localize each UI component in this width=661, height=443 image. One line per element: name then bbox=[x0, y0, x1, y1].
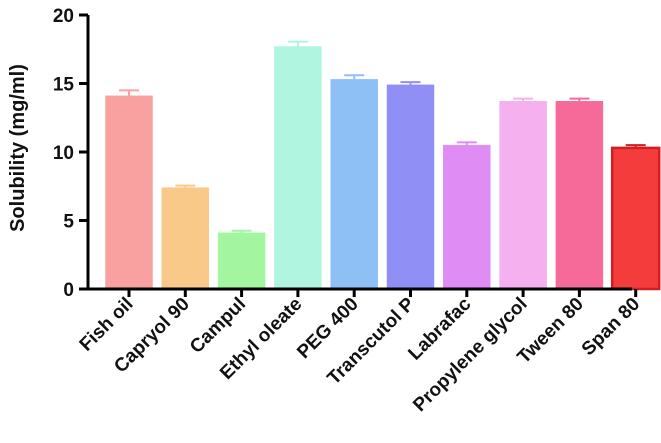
bar-campul bbox=[217, 232, 266, 290]
error-bar bbox=[344, 74, 365, 80]
bar-span-80 bbox=[610, 146, 661, 291]
error-bar bbox=[287, 40, 308, 47]
error-bar bbox=[625, 144, 646, 148]
y-tick-label: 10 bbox=[53, 143, 74, 164]
error-bar bbox=[400, 81, 421, 85]
y-tick-label: 5 bbox=[63, 212, 74, 233]
bar-propylene-glycol bbox=[499, 101, 547, 290]
bar-tween-80 bbox=[555, 101, 604, 290]
bar-labrafac bbox=[443, 144, 491, 290]
error-bar bbox=[175, 184, 196, 188]
error-bar bbox=[456, 141, 477, 146]
x-category-label: Span 80 bbox=[578, 294, 644, 360]
y-axis-title: Solubility (mg/ml) bbox=[7, 64, 29, 232]
y-tick-label: 20 bbox=[53, 6, 74, 27]
y-tick-label: 15 bbox=[53, 75, 75, 96]
y-axis: 0 5 10 15 20 bbox=[53, 6, 90, 301]
error-bar bbox=[231, 229, 252, 233]
bar-ethyl-oleate bbox=[274, 46, 322, 290]
bar-fish-oil bbox=[105, 95, 153, 290]
error-bar bbox=[119, 89, 139, 96]
bar-capryol-90 bbox=[161, 187, 210, 290]
bar-transcutol-p bbox=[386, 84, 435, 290]
error-bar bbox=[569, 97, 590, 102]
y-tick-label: 0 bbox=[63, 280, 74, 301]
bars-group bbox=[105, 40, 661, 291]
error-bar bbox=[513, 97, 534, 102]
bar-peg-400 bbox=[330, 79, 378, 290]
